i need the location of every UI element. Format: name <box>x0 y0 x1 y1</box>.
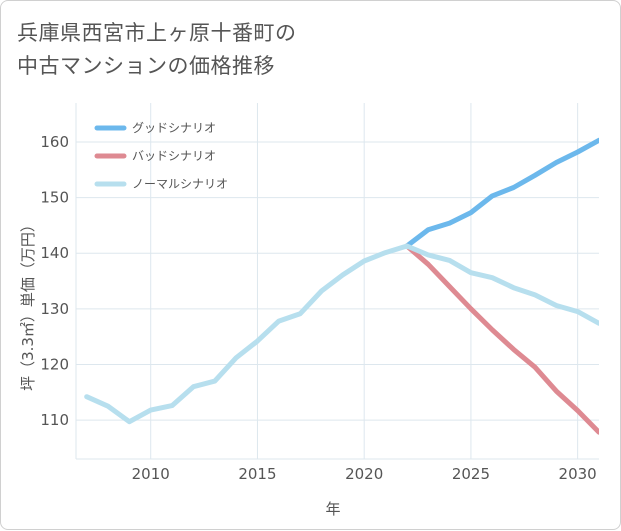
x-axis-title: 年 <box>325 500 340 518</box>
legend-label-good: グッドシナリオ <box>132 121 216 135</box>
chart-title-line-1: 兵庫県西宮市上ヶ原十番町の <box>17 21 297 45</box>
x-tick-labels: 2010 2015 2020 2025 2030 <box>132 465 597 483</box>
chart-title: 兵庫県西宮市上ヶ原十番町の 中古マンションの価格推移 <box>17 17 297 83</box>
y-axis-title: 坪（3.3㎡）単価（万円） <box>19 217 37 391</box>
legend-label-bad: バッドシナリオ <box>132 149 216 163</box>
chart-title-line-2: 中古マンションの価格推移 <box>17 54 275 78</box>
grid-lines <box>75 103 599 460</box>
y-tick-label: 130 <box>40 300 69 318</box>
y-tick-label: 110 <box>40 411 69 429</box>
series-line-good <box>404 137 599 249</box>
x-tick-label: 2010 <box>132 465 170 483</box>
legend-label-normal: ノーマルシナリオ <box>132 177 228 191</box>
series-lines <box>84 137 599 435</box>
y-tick-label: 120 <box>40 355 69 373</box>
x-tick-label: 2030 <box>559 465 597 483</box>
y-tick-labels: 110 120 130 140 150 160 <box>40 133 69 429</box>
x-tick-label: 2015 <box>238 465 276 483</box>
y-tick-label: 160 <box>40 133 69 151</box>
x-tick-label: 2020 <box>345 465 383 483</box>
y-tick-label: 150 <box>40 189 69 207</box>
y-tick-label: 140 <box>40 244 69 262</box>
x-tick-label: 2025 <box>452 465 490 483</box>
series-line-normal <box>84 243 599 425</box>
series-line-bad <box>404 243 599 435</box>
